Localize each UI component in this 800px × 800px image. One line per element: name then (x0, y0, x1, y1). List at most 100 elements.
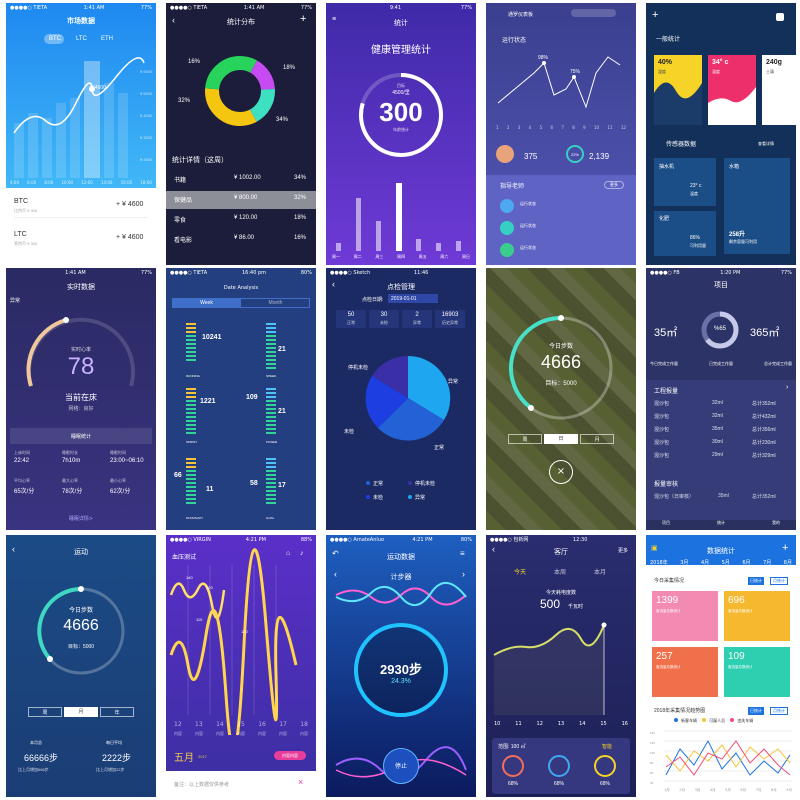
tab-btc[interactable] (44, 34, 64, 44)
screen-stat-distribution: ●●●●○ TIETA 1:41 AM 77% ‹ 统计分布 + 16% 18% 3… (166, 3, 316, 265)
content-button[interactable]: 内容内容 (274, 751, 306, 760)
card-sub: 客流量总数统计 (728, 609, 753, 613)
stat-card[interactable] (724, 647, 790, 697)
coin-price[interactable]: + ¥ 4600 (116, 201, 144, 208)
back-icon[interactable]: ‹ (172, 15, 175, 25)
prev-icon[interactable]: ‹ (334, 569, 337, 579)
stat-box[interactable] (369, 310, 399, 328)
bar-segment (266, 482, 276, 484)
tab-week[interactable]: 本周 (554, 570, 567, 576)
row-name: 看电影 (174, 238, 193, 244)
tab-day[interactable]: 日统计 (748, 707, 764, 715)
tab-eth[interactable]: ETH (101, 36, 113, 42)
grid-value: 23:00~06:10 (110, 458, 144, 464)
screen-run-status: 通罗仪表板 运行状态 98% 75% 1 2 3 4 5 6 7 8 9 10 11 12 375 2… (486, 3, 636, 265)
metric-label: SPRINT (186, 440, 198, 444)
more-button[interactable]: 更多 (604, 181, 624, 189)
month-tab[interactable]: 4月 (700, 560, 710, 566)
hr-label: 实时心率 (70, 347, 91, 353)
month-tab[interactable]: 6月 (742, 560, 751, 566)
sensor-tile[interactable] (724, 158, 790, 254)
more-link[interactable]: 更多 (618, 548, 629, 554)
add-icon[interactable]: + (300, 13, 307, 25)
nav-item[interactable]: 统计 (717, 520, 725, 525)
close-icon[interactable]: × (298, 777, 304, 787)
back-icon[interactable]: ‹ (12, 544, 15, 554)
sleep-more-link[interactable]: 睡眠详情> (68, 516, 94, 522)
month-tab[interactable]: 7月 (763, 560, 772, 566)
card-value: 109 (728, 651, 745, 662)
back-icon[interactable]: ‹ (492, 544, 495, 554)
bar-segment (186, 466, 196, 468)
next-icon[interactable]: › (462, 569, 465, 579)
tab-month[interactable]: 月统计 (770, 577, 788, 585)
sensor-tile[interactable] (654, 211, 716, 256)
alert-label: 异常 (10, 298, 21, 304)
chevron-right-icon[interactable]: › (786, 384, 789, 391)
gauge-1[interactable] (502, 755, 524, 777)
sensor-tile[interactable] (654, 158, 716, 206)
home-icon[interactable]: ⌂ (286, 550, 291, 557)
stat-card[interactable] (762, 55, 796, 125)
month-tab[interactable]: 8月 (783, 560, 792, 566)
nav-item[interactable]: 项目 (662, 520, 670, 525)
list-item[interactable]: 运行状态 (520, 245, 536, 250)
section-title: 今日采集情况 (654, 578, 685, 584)
month-tab[interactable]: 3月 (680, 560, 689, 566)
tab-today[interactable]: 今天 (514, 570, 527, 576)
tab-month[interactable]: 本月 (594, 570, 607, 576)
tab-ltc[interactable]: LTC (76, 36, 87, 42)
menu-icon[interactable]: ≡ (332, 16, 337, 23)
smart-toggle[interactable]: 智能 (602, 744, 613, 750)
tab-day[interactable]: 日统计 (748, 577, 764, 585)
period-tab[interactable]: 月 (580, 434, 614, 444)
grid-label: 最小心率 (110, 478, 126, 483)
bar-segment (266, 396, 276, 398)
gauge-3[interactable] (594, 755, 616, 777)
tab-month[interactable]: Month (268, 300, 283, 306)
add-icon[interactable]: + (782, 542, 789, 554)
stat-card[interactable] (652, 647, 718, 697)
period-tab[interactable]: 月 (64, 707, 98, 717)
period-tab[interactable]: 周 (28, 707, 62, 717)
stat-box[interactable] (336, 310, 366, 328)
bar-segment (266, 367, 276, 369)
tab-week[interactable] (172, 298, 241, 308)
year-select[interactable]: 2018年 (650, 560, 668, 566)
bar-segment (186, 474, 196, 476)
stat-card[interactable] (724, 591, 790, 641)
list-item[interactable]: 运行状态 (520, 223, 536, 228)
search-input[interactable] (571, 9, 616, 17)
period-tab[interactable]: 年 (100, 707, 134, 717)
date-label: 点检日期: (362, 297, 384, 303)
bar-segment (186, 428, 196, 430)
bar-segment (266, 351, 276, 353)
period-tab[interactable]: 日 (544, 434, 578, 444)
menu-icon[interactable]: ≡ (460, 549, 465, 558)
gauge-2[interactable] (548, 755, 570, 777)
nav-item[interactable]: 我的 (772, 520, 780, 525)
notification-icon[interactable] (776, 13, 784, 21)
tile-value: 23° c (690, 183, 702, 189)
card-value: 34° c (712, 59, 729, 66)
avatar[interactable] (496, 145, 514, 163)
back-icon[interactable]: ↶ (332, 549, 339, 558)
tab-month[interactable]: 月统计 (770, 707, 788, 715)
more-link[interactable]: 查看详情 (758, 141, 774, 146)
stat-box[interactable] (435, 310, 465, 328)
pct-label: 18% (283, 65, 296, 71)
close-icon[interactable]: × (549, 460, 573, 484)
month-tab[interactable]: 5月 (721, 560, 730, 566)
stop-button[interactable]: 停止 (383, 748, 419, 784)
chat-icon[interactable]: ▣ (651, 545, 658, 552)
card-value: 40% (658, 59, 673, 66)
list-item[interactable]: 运行状态 (520, 201, 536, 206)
bell-icon[interactable]: ♪ (300, 550, 304, 557)
stat-card[interactable] (652, 591, 718, 641)
coin-price[interactable]: + ¥ 4600 (116, 234, 144, 241)
date-picker[interactable] (388, 294, 438, 303)
period-tab[interactable]: 周 (508, 434, 542, 444)
stat-box[interactable] (402, 310, 432, 328)
back-icon[interactable]: ‹ (332, 279, 335, 289)
add-icon[interactable]: + (652, 9, 659, 21)
